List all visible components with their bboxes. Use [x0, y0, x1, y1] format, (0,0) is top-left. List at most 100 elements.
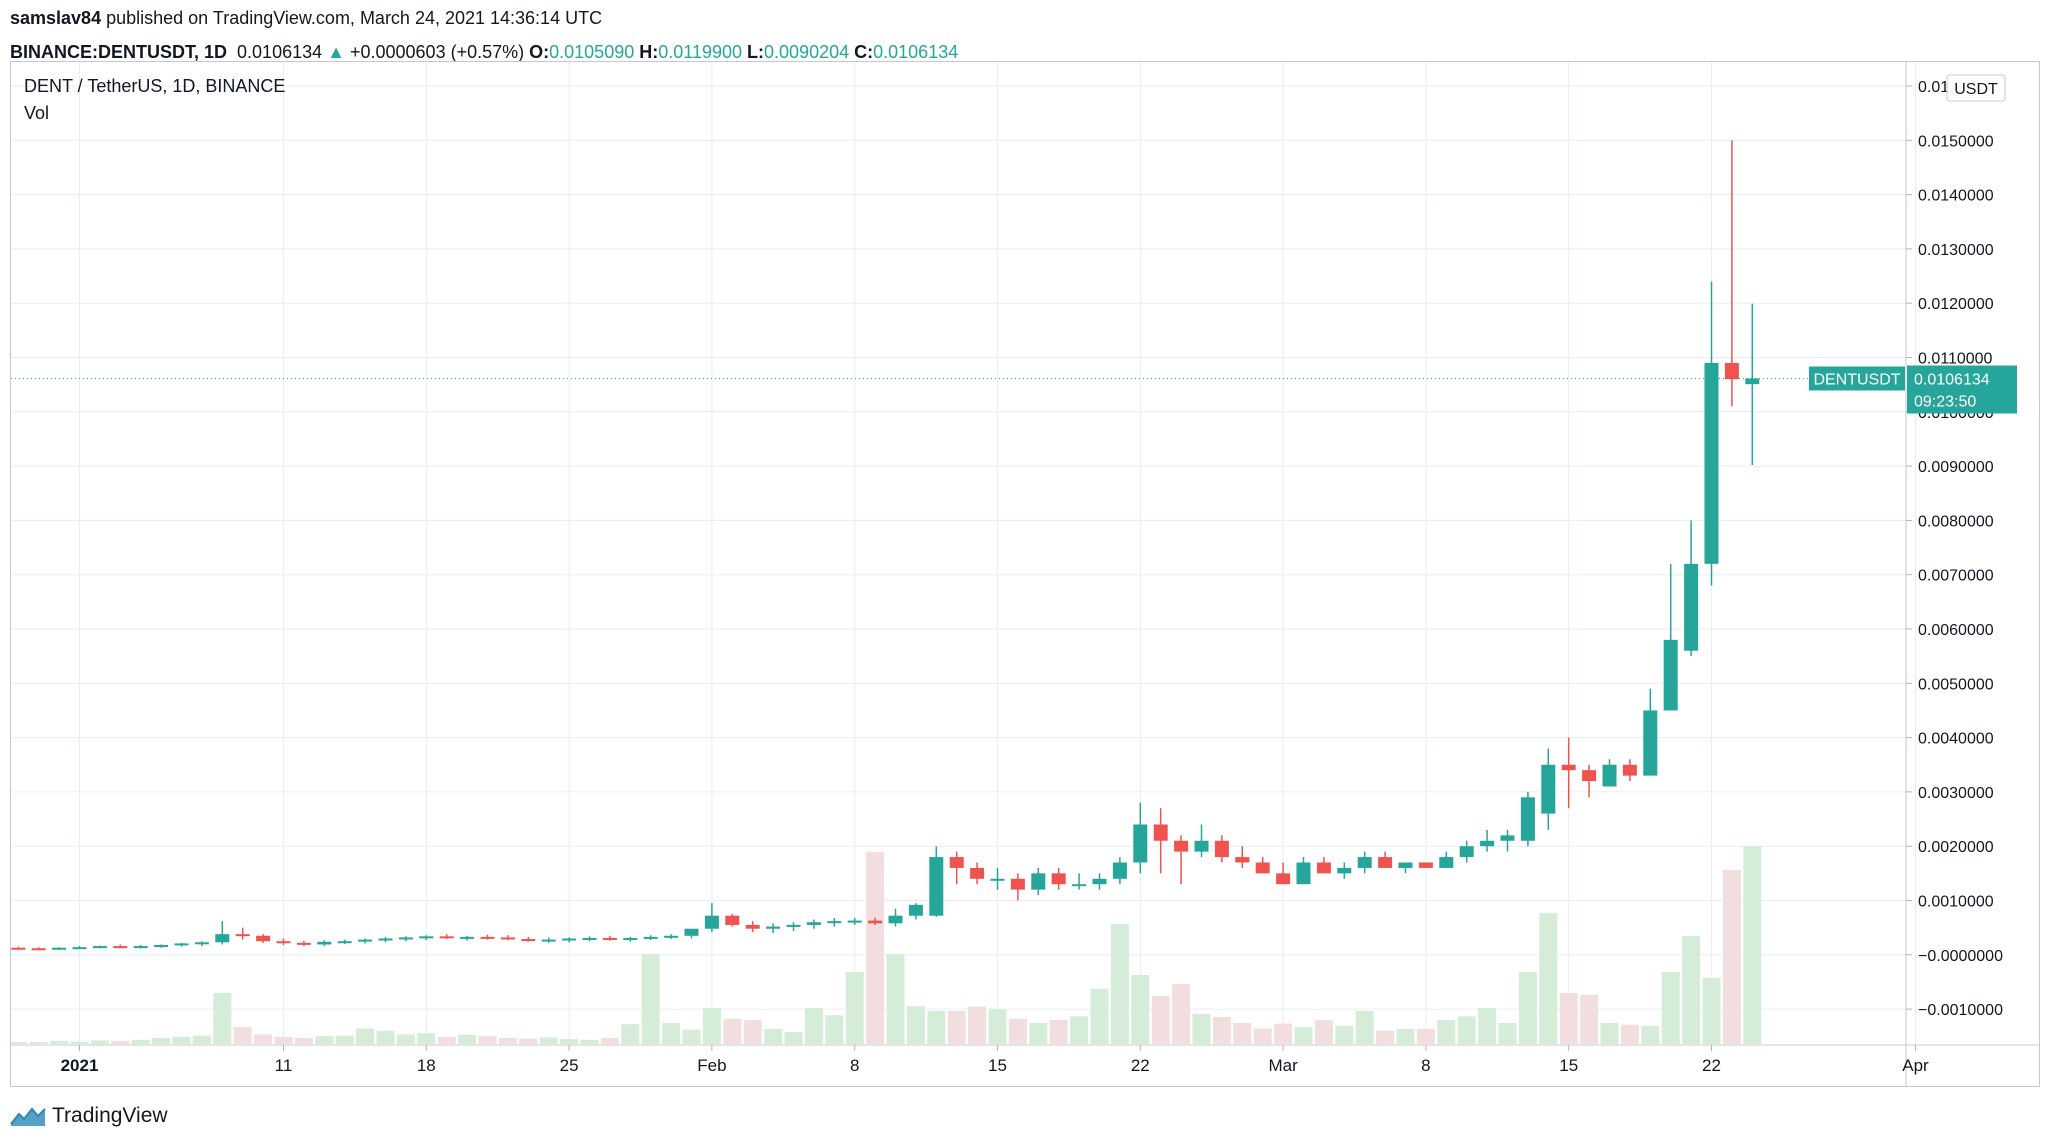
candle-body: [1418, 862, 1433, 868]
candle-body: [766, 926, 781, 929]
candle-body: [1010, 878, 1025, 890]
candle-body: [929, 857, 944, 916]
price-tick-label: 0.0020000: [1918, 839, 1994, 856]
candle-body: [888, 915, 903, 924]
bar-countdown: 09:23:50: [1914, 393, 1976, 410]
candle-body: [949, 857, 964, 868]
time-axis[interactable]: 2021 11 18 25 Feb 8 15 22 Mar 8 15 22 Apr: [61, 1045, 1929, 1075]
volume-bar: [845, 972, 864, 1044]
candle-body: [1316, 862, 1331, 874]
last-price: 0.0106134: [237, 42, 323, 62]
candle-body: [1194, 840, 1209, 852]
volume-bar: [1233, 1023, 1252, 1044]
candlestick-chart[interactable]: 0.01600000.01500000.01400000.01300000.01…: [0, 62, 2039, 1086]
volume-bar: [335, 1035, 354, 1044]
volume-bar: [1743, 846, 1762, 1044]
volume-bar: [1131, 975, 1150, 1044]
candle-body: [460, 936, 475, 939]
chart-header: samslav84 published on TradingView.com, …: [10, 6, 958, 64]
volume-bar: [866, 852, 885, 1044]
candle-body: [1704, 362, 1719, 564]
volume-bar: [172, 1036, 191, 1044]
symbol-ohlc-line: BINANCE:DENTUSDT, 1D 0.0106134 ▲ +0.0000…: [10, 40, 958, 64]
candle-body: [378, 938, 393, 941]
candle-body: [562, 938, 577, 941]
time-tick-label: Feb: [697, 1056, 726, 1075]
volume-bar: [315, 1036, 334, 1044]
volume-legend: Vol: [24, 103, 49, 123]
time-tick-label: 15: [1559, 1056, 1578, 1075]
candle-body: [623, 937, 638, 940]
candle-body: [174, 943, 189, 946]
candle-body: [970, 867, 985, 879]
price-tick-label: 0.0030000: [1918, 785, 1994, 802]
price-tag: [1907, 365, 2017, 414]
volume-bar: [1518, 972, 1537, 1044]
volume-bar: [1274, 1023, 1293, 1044]
volume-bar: [1682, 936, 1701, 1044]
volume-bar: [1661, 972, 1680, 1044]
price-tick-label: 0.0040000: [1918, 731, 1994, 748]
volume-bar: [560, 1039, 579, 1044]
candle-body: [1092, 878, 1107, 885]
candle-body: [786, 924, 801, 927]
candle-body: [1133, 824, 1148, 863]
footer: TradingView: [10, 1104, 168, 1128]
time-tick-label: 11: [275, 1056, 293, 1075]
price-tag-value: 0.0106134: [1914, 371, 1990, 388]
published-text: published on TradingView.com, March 24, …: [106, 8, 603, 28]
volume-bar: [1355, 1011, 1374, 1044]
price-axis[interactable]: 0.01600000.01500000.01400000.01300000.01…: [1906, 79, 2003, 1019]
currency-badge[interactable]: [1946, 74, 2006, 102]
candle-body: [31, 948, 46, 951]
volume-bar: [1110, 924, 1129, 1044]
open-value: 0.0105090: [549, 42, 635, 62]
volume-bar: [9, 1042, 28, 1044]
price-tick-label: 0.0070000: [1918, 568, 1994, 585]
high-value: 0.0119900: [658, 42, 743, 62]
author-name[interactable]: samslav84: [10, 8, 102, 28]
volume-bar: [519, 1038, 538, 1044]
candle-body: [1051, 873, 1066, 885]
time-tick-label: 8: [1421, 1056, 1430, 1075]
volume-bar: [988, 1009, 1007, 1044]
price-tick-label: 0.0060000: [1918, 622, 1994, 639]
volume-bar: [376, 1030, 395, 1044]
volume-bar: [1539, 913, 1558, 1044]
price-tick-label: 0.0050000: [1918, 676, 1994, 693]
candle-body: [154, 945, 169, 948]
candle-body: [1072, 884, 1087, 887]
time-tick-label: 25: [560, 1056, 579, 1075]
volume-bar: [1253, 1028, 1272, 1044]
candle-body: [215, 934, 230, 943]
volume-bar: [1620, 1024, 1639, 1044]
volume-bar: [784, 1032, 803, 1044]
volume-bar: [1722, 870, 1741, 1044]
candle-body: [868, 920, 883, 924]
candle-body: [1214, 840, 1229, 858]
volume-bar: [478, 1036, 497, 1044]
volume-bars: [0, 846, 1762, 1044]
volume-bar: [274, 1036, 293, 1044]
chart-frame[interactable]: 0.01600000.01500000.01400000.01300000.01…: [0, 61, 2040, 1087]
close-label: C:: [854, 42, 874, 62]
volume-bar: [498, 1038, 517, 1044]
publish-line: samslav84 published on TradingView.com, …: [10, 6, 958, 30]
candle-body: [1459, 846, 1474, 858]
volume-bar: [192, 1035, 211, 1044]
volume-bar: [539, 1037, 558, 1044]
candle-body: [582, 937, 597, 940]
volume-bar: [1335, 1026, 1354, 1044]
volume-bar: [1090, 988, 1109, 1044]
candle-body: [1439, 857, 1454, 868]
footer-brand[interactable]: TradingView: [52, 1104, 168, 1127]
volume-bar: [152, 1038, 171, 1044]
candle-body: [1724, 362, 1739, 380]
volume-bar: [580, 1039, 599, 1044]
volume-bar: [1151, 996, 1170, 1044]
tradingview-logo-icon[interactable]: [10, 1104, 46, 1128]
price-tick-label: 0.0110000: [1918, 351, 1993, 368]
volume-bar: [1580, 994, 1599, 1044]
grid-lines: [11, 62, 1916, 1045]
volume-bar: [764, 1029, 783, 1044]
